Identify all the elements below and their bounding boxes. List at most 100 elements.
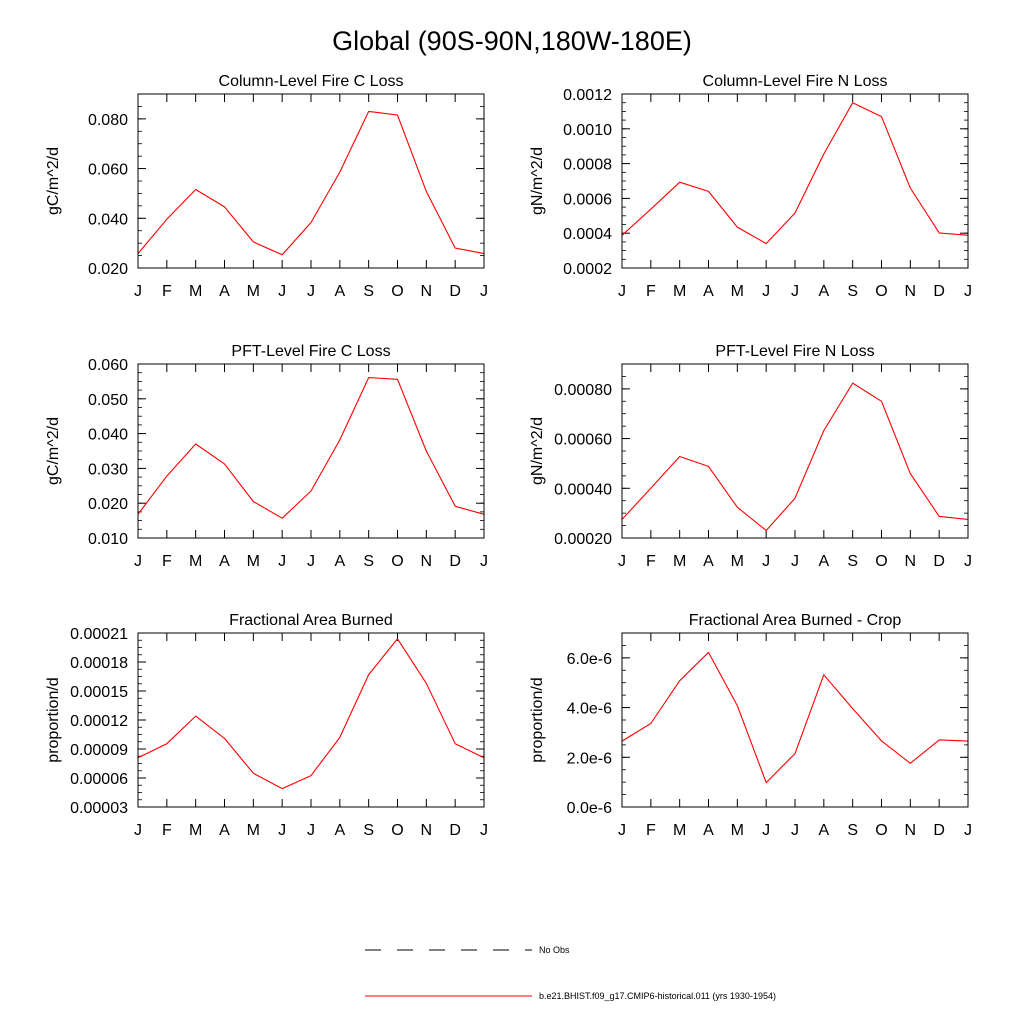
x-tick-label: F — [162, 553, 172, 570]
plot-frame — [137, 93, 485, 269]
x-tick-label: J — [762, 553, 770, 570]
x-tick-label: J — [134, 822, 142, 839]
x-tick-label: O — [391, 283, 403, 300]
x-tick-label: N — [421, 822, 433, 839]
series-line — [137, 377, 485, 519]
x-tick-label: A — [818, 822, 829, 839]
x-tick-label: N — [905, 822, 917, 839]
x-tick-label: J — [480, 553, 488, 570]
y-tick-label: 0.00003 — [70, 800, 128, 817]
plot-frame — [137, 632, 485, 808]
y-tick-label: 0.060 — [88, 162, 128, 179]
chart-panel: Fractional Area Burned - Crop proportion/… — [529, 612, 972, 839]
y-tick-label: 0.00060 — [554, 432, 612, 449]
x-tick-label: N — [421, 283, 433, 300]
x-tick-label: J — [480, 822, 488, 839]
x-tick-label: A — [219, 283, 230, 300]
chart-title: Fractional Area Burned — [229, 612, 393, 629]
y-axis-label: gN/m^2/d — [529, 417, 546, 485]
x-tick-label: A — [703, 283, 714, 300]
x-tick-label: M — [731, 553, 744, 570]
plot-frame — [621, 93, 969, 269]
series-line — [621, 102, 969, 245]
x-tick-label: F — [162, 283, 172, 300]
x-tick-label: J — [791, 283, 799, 300]
y-tick-label: 0.040 — [88, 211, 128, 228]
y-tick-label: 0.00009 — [70, 742, 128, 759]
y-tick-label: 0.020 — [88, 261, 128, 278]
y-axis-label: proportion/d — [529, 677, 546, 762]
x-tick-label: D — [449, 283, 461, 300]
x-tick-label: D — [933, 553, 945, 570]
y-tick-label: 0.040 — [88, 427, 128, 444]
y-tick-label: 0.020 — [88, 496, 128, 513]
series-line — [137, 110, 485, 256]
x-tick-label: A — [703, 822, 714, 839]
y-tick-label: 0.080 — [88, 112, 128, 129]
x-tick-label: J — [480, 283, 488, 300]
x-tick-label: S — [847, 553, 858, 570]
y-tick-label: 0.0002 — [563, 261, 612, 278]
chart-panels: Column-Level Fire C Loss gC/m^2/d 0.020 0.0… — [45, 73, 972, 839]
x-tick-label: M — [247, 283, 260, 300]
x-tick-label: S — [847, 283, 858, 300]
y-tick-label: 0.010 — [88, 531, 128, 548]
x-tick-label: S — [363, 283, 374, 300]
x-tick-label: M — [189, 553, 202, 570]
x-tick-label: M — [731, 283, 744, 300]
y-tick-label: 0.00012 — [70, 713, 128, 730]
chart-title: Fractional Area Burned - Crop — [689, 612, 902, 629]
plot-frame — [621, 632, 969, 808]
x-tick-label: J — [134, 553, 142, 570]
x-tick-label: A — [703, 553, 714, 570]
chart-title: Column-Level Fire C Loss — [219, 73, 404, 90]
x-tick-label: M — [247, 553, 260, 570]
y-tick-label: 0.060 — [88, 357, 128, 374]
y-tick-label: 0.0012 — [563, 87, 612, 104]
plot-frame — [621, 363, 969, 539]
x-tick-label: M — [247, 822, 260, 839]
x-tick-label: J — [618, 283, 626, 300]
y-axis-label: proportion/d — [45, 677, 62, 762]
x-tick-label: J — [278, 553, 286, 570]
x-tick-label: O — [875, 283, 887, 300]
x-tick-label: F — [646, 822, 656, 839]
y-tick-label: 0.00018 — [70, 655, 128, 672]
x-tick-label: J — [278, 283, 286, 300]
legend: No Obs b.e21.BHIST.f09_g17.CMIP6-historic… — [365, 945, 776, 1001]
x-tick-label: A — [334, 822, 345, 839]
x-tick-label: J — [307, 822, 315, 839]
x-tick-label: J — [964, 283, 972, 300]
x-tick-label: M — [189, 822, 202, 839]
x-tick-label: S — [363, 822, 374, 839]
y-tick-label: 0.0008 — [563, 157, 612, 174]
y-tick-label: 0.00080 — [554, 382, 612, 399]
y-axis-label: gN/m^2/d — [529, 147, 546, 215]
x-tick-label: M — [731, 822, 744, 839]
y-tick-label: 0.00006 — [70, 771, 128, 788]
x-tick-label: J — [762, 822, 770, 839]
x-tick-label: J — [307, 553, 315, 570]
y-tick-label: 2.0e-6 — [567, 750, 612, 767]
x-tick-label: O — [875, 553, 887, 570]
x-tick-label: J — [791, 822, 799, 839]
legend-label: No Obs — [539, 945, 570, 955]
y-tick-label: 0.050 — [88, 392, 128, 409]
y-axis-label: gC/m^2/d — [45, 147, 62, 215]
x-tick-label: A — [818, 283, 829, 300]
x-tick-label: A — [219, 822, 230, 839]
x-tick-label: A — [334, 283, 345, 300]
y-tick-label: 0.00015 — [70, 684, 128, 701]
x-tick-label: M — [673, 822, 686, 839]
y-tick-label: 0.030 — [88, 461, 128, 478]
y-tick-label: 0.00040 — [554, 481, 612, 498]
x-tick-label: A — [219, 553, 230, 570]
x-tick-label: F — [162, 822, 172, 839]
y-tick-label: 4.0e-6 — [567, 701, 612, 718]
x-tick-label: J — [618, 822, 626, 839]
y-tick-label: 6.0e-6 — [567, 651, 612, 668]
x-tick-label: N — [905, 553, 917, 570]
y-tick-label: 0.00021 — [70, 626, 128, 643]
chart-panel: Column-Level Fire C Loss gC/m^2/d 0.020 0.0… — [45, 73, 488, 300]
